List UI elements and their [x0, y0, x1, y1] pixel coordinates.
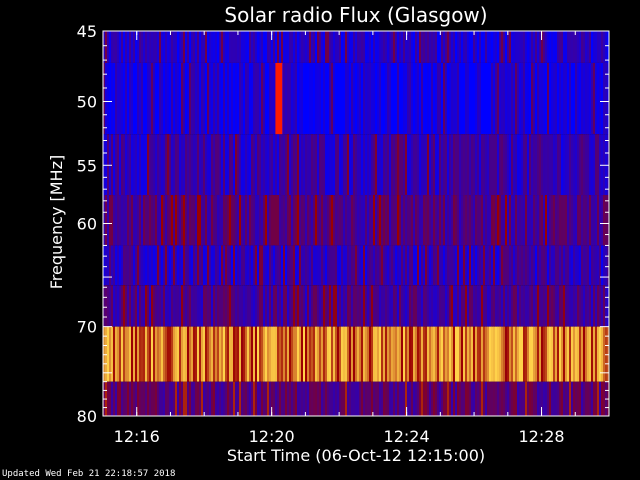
x-tick-label: 12:28: [518, 427, 564, 446]
heatmap-band: [103, 245, 610, 286]
x-tick-label: 12:20: [249, 427, 295, 446]
x-axis-label: Start Time (06-Oct-12 12:15:00): [227, 446, 485, 465]
radio-burst: [275, 62, 283, 135]
heatmap-band: [103, 134, 610, 196]
y-tick-label: 80: [77, 407, 97, 426]
heatmap-band: [103, 195, 610, 246]
y-tick-label: 55: [77, 156, 97, 175]
y-tick-label: 60: [77, 215, 97, 234]
x-tick-label: 12:16: [114, 427, 160, 446]
y-tick-label: 45: [77, 22, 97, 41]
heatmap-band: [103, 31, 610, 63]
heatmap-band: [103, 285, 610, 327]
y-tick-label: 50: [77, 93, 97, 112]
heatmap-area: [103, 31, 610, 416]
x-axis: 12:16 12:20 12:24 12:28: [102, 31, 610, 446]
heatmap-band: [103, 381, 610, 416]
updated-footer: Updated Wed Feb 21 22:18:57 2018: [2, 469, 176, 479]
chart-title: Solar radio Flux (Glasgow): [224, 3, 487, 27]
y-axis: 45 50 55 60 70 80: [77, 22, 609, 426]
y-axis-label: Frequency [MHz]: [47, 155, 66, 289]
y-tick-label: 70: [77, 318, 97, 337]
heatmap-band: [103, 326, 610, 382]
x-tick-label: 12:24: [384, 427, 430, 446]
heatmap-band: [103, 62, 610, 135]
